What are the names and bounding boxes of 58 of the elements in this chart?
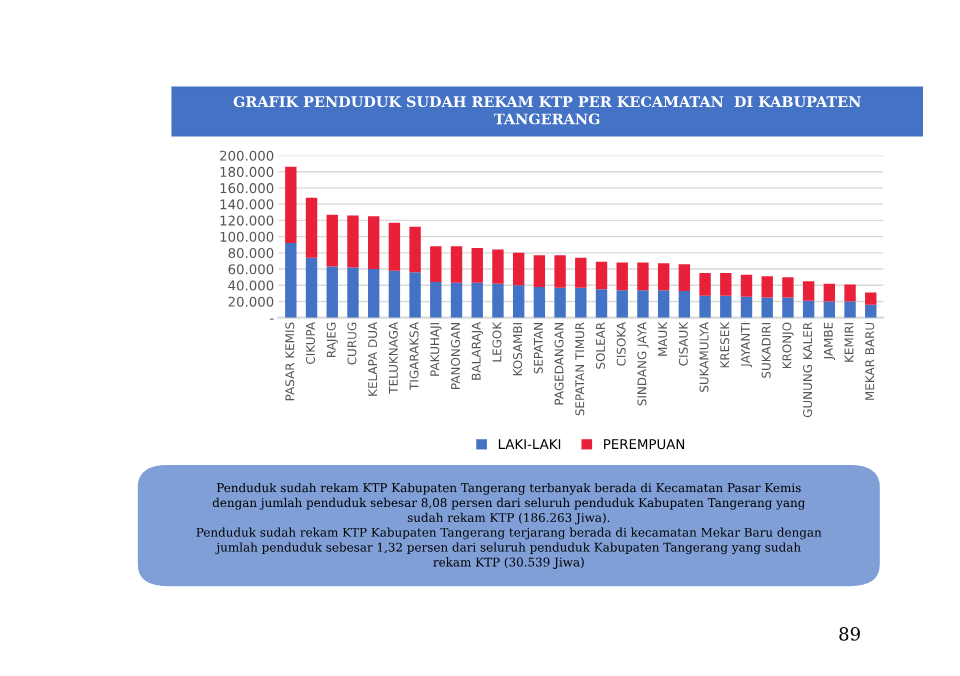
bar <box>782 297 794 318</box>
bar <box>285 243 297 318</box>
bar <box>802 281 815 301</box>
bar <box>512 252 525 286</box>
bar <box>802 300 815 318</box>
bar <box>533 255 546 287</box>
bar <box>823 301 836 318</box>
bar <box>347 215 359 268</box>
bar <box>533 286 546 318</box>
bar <box>782 277 794 298</box>
bar <box>471 282 483 318</box>
bar <box>326 214 338 267</box>
bar <box>616 262 628 291</box>
bar <box>720 295 732 318</box>
bar <box>388 270 401 318</box>
bar <box>554 255 566 288</box>
bar <box>285 166 297 244</box>
bar <box>367 216 380 270</box>
bar <box>761 297 773 318</box>
bar <box>637 262 649 291</box>
bar <box>575 257 587 288</box>
bar <box>471 247 483 283</box>
bar <box>844 301 856 318</box>
bar <box>367 269 380 318</box>
bar <box>430 282 442 318</box>
bar <box>616 290 628 318</box>
bar <box>575 287 587 318</box>
bar <box>657 263 670 291</box>
bar <box>450 282 463 318</box>
bar <box>512 285 525 318</box>
bar <box>865 292 877 305</box>
bar <box>326 266 338 318</box>
bar <box>823 283 836 302</box>
bar <box>409 272 421 318</box>
bar <box>844 284 856 302</box>
bar <box>595 289 608 318</box>
bar <box>637 290 649 318</box>
bar <box>720 273 732 296</box>
bar <box>657 290 670 318</box>
bar <box>554 287 566 318</box>
bar <box>595 261 608 290</box>
bar <box>492 249 504 284</box>
bar <box>409 226 421 273</box>
bar <box>492 283 504 318</box>
bar <box>347 267 359 318</box>
bar <box>761 276 773 298</box>
bar <box>678 290 691 318</box>
bar <box>699 273 711 296</box>
bar <box>678 264 691 291</box>
bar <box>740 274 753 297</box>
bar <box>699 295 711 318</box>
bar <box>305 257 318 318</box>
bar <box>450 246 463 283</box>
bar <box>388 222 401 271</box>
bar <box>430 246 442 283</box>
bar <box>740 296 753 318</box>
bar <box>305 197 318 258</box>
text: 89 <box>839 627 860 641</box>
